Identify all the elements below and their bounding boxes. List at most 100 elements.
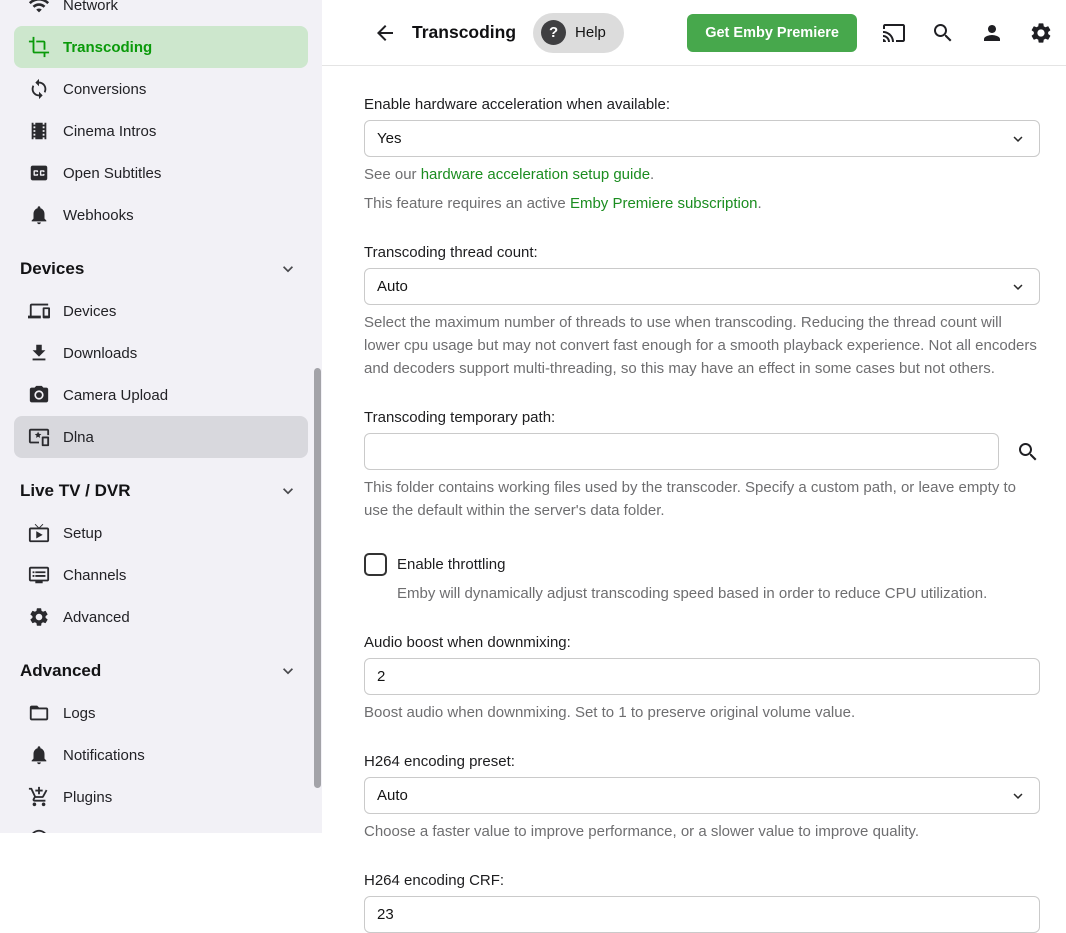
crop-icon bbox=[28, 36, 50, 58]
sidebar-item-label: Logs bbox=[63, 704, 96, 722]
sidebar-scrollbar[interactable] bbox=[314, 368, 321, 788]
sidebar-item-channels[interactable]: Channels bbox=[14, 554, 308, 596]
field-audio-boost: Audio boost when downmixing: Boost audio… bbox=[364, 634, 1040, 724]
help-button[interactable]: ? Help bbox=[533, 12, 624, 53]
film-icon bbox=[28, 120, 50, 142]
chevron-down-icon bbox=[1009, 278, 1027, 296]
hardware-acceleration-guide-link[interactable]: hardware acceleration setup guide bbox=[420, 166, 651, 183]
audio-boost-input[interactable] bbox=[364, 658, 1040, 695]
hardware-acceleration-label: Enable hardware acceleration when availa… bbox=[364, 96, 671, 113]
sidebar-item-camera-upload[interactable]: Camera Upload bbox=[14, 374, 308, 416]
sidebar-item-label: Plugins bbox=[63, 788, 113, 806]
bell-icon bbox=[28, 204, 50, 226]
sidebar-item-label: Cinema Intros bbox=[63, 122, 157, 140]
sidebar-item-logs[interactable]: Logs bbox=[14, 692, 308, 734]
channels-icon bbox=[28, 564, 50, 586]
sidebar-item-scheduled-tasks[interactable]: Scheduled Tasks bbox=[14, 818, 308, 833]
h264-preset-label: H264 encoding preset: bbox=[364, 753, 515, 770]
live-tv-icon bbox=[28, 522, 50, 544]
download-icon bbox=[28, 342, 50, 364]
devices-icon bbox=[28, 300, 50, 322]
main-content: Transcoding ? Help Get Emby Premiere bbox=[322, 0, 1066, 933]
sidebar-item-dlna[interactable]: Dlna bbox=[14, 416, 308, 458]
h264-preset-select[interactable]: Auto bbox=[364, 777, 1040, 814]
arrow-back-icon bbox=[373, 21, 397, 45]
sidebar-item-label: Advanced bbox=[63, 608, 130, 626]
sidebar-item-network[interactable]: Network bbox=[14, 0, 308, 26]
sidebar-item-livetv-advanced[interactable]: Advanced bbox=[14, 596, 308, 638]
thread-count-select[interactable]: Auto bbox=[364, 268, 1040, 305]
h264-crf-label: H264 encoding CRF: bbox=[364, 872, 505, 889]
h264-crf-input[interactable] bbox=[364, 896, 1040, 933]
wifi-icon bbox=[28, 0, 50, 16]
chevron-down-icon bbox=[278, 259, 298, 279]
sidebar-item-label: Conversions bbox=[63, 80, 147, 98]
field-hardware-acceleration: Enable hardware acceleration when availa… bbox=[364, 96, 1040, 215]
enable-throttling-help: Emby will dynamically adjust transcoding… bbox=[397, 585, 988, 602]
search-button[interactable] bbox=[931, 21, 955, 45]
temporary-path-input[interactable] bbox=[364, 433, 999, 470]
user-button[interactable] bbox=[980, 21, 1004, 45]
field-enable-throttling: Enable throttling Emby will dynamically … bbox=[364, 551, 1040, 605]
sidebar-item-label: Downloads bbox=[63, 344, 138, 362]
field-h264-preset: H264 encoding preset: Auto Choose a fast… bbox=[364, 753, 1040, 843]
enable-throttling-label: Enable throttling bbox=[397, 556, 506, 573]
emby-premiere-subscription-link[interactable]: Emby Premiere subscription bbox=[569, 195, 758, 212]
sidebar-item-label: Webhooks bbox=[63, 206, 134, 224]
sidebar-item-transcoding[interactable]: Transcoding bbox=[14, 26, 308, 68]
chevron-down-icon bbox=[278, 481, 298, 501]
sidebar-item-notifications[interactable]: Notifications bbox=[14, 734, 308, 776]
sidebar-item-label: Notifications bbox=[63, 746, 145, 764]
sidebar-item-devices[interactable]: Devices bbox=[14, 290, 308, 332]
cast-star-icon bbox=[28, 426, 50, 448]
hardware-acceleration-select[interactable]: Yes bbox=[364, 120, 1040, 157]
sidebar-section-advanced[interactable]: Advanced bbox=[0, 650, 322, 692]
sidebar-item-setup[interactable]: Setup bbox=[14, 512, 308, 554]
sidebar-section-devices[interactable]: Devices bbox=[0, 248, 322, 290]
closed-caption-icon bbox=[28, 162, 50, 184]
cast-button[interactable] bbox=[882, 21, 906, 45]
bell-icon bbox=[28, 744, 50, 766]
premiere-subscription-note: This feature requires an active Emby Pre… bbox=[364, 195, 762, 212]
cart-plus-icon bbox=[28, 786, 50, 808]
audio-boost-label: Audio boost when downmixing: bbox=[364, 634, 571, 651]
sidebar-section-live-tv-dvr[interactable]: Live TV / DVR bbox=[0, 470, 322, 512]
settings-button[interactable] bbox=[1029, 21, 1053, 45]
sidebar-item-downloads[interactable]: Downloads bbox=[14, 332, 308, 374]
gear-icon bbox=[1029, 21, 1053, 45]
sidebar: Network Transcoding Conversions Cinema I… bbox=[0, 0, 322, 833]
h264-preset-help: Choose a faster value to improve perform… bbox=[364, 823, 919, 840]
get-emby-premiere-button[interactable]: Get Emby Premiere bbox=[687, 13, 857, 52]
sidebar-item-conversions[interactable]: Conversions bbox=[14, 68, 308, 110]
enable-throttling-checkbox[interactable] bbox=[364, 553, 387, 576]
question-mark-icon: ? bbox=[541, 20, 567, 45]
cast-icon bbox=[882, 21, 906, 45]
sidebar-item-cinema-intros[interactable]: Cinema Intros bbox=[14, 110, 308, 152]
sidebar-item-label: Dlna bbox=[63, 428, 94, 446]
search-icon bbox=[931, 21, 955, 45]
search-icon bbox=[1016, 440, 1040, 464]
sidebar-item-open-subtitles[interactable]: Open Subtitles bbox=[14, 152, 308, 194]
browse-path-button[interactable] bbox=[1016, 440, 1040, 464]
sidebar-item-label: Channels bbox=[63, 566, 127, 584]
sidebar-item-plugins[interactable]: Plugins bbox=[14, 776, 308, 818]
sync-icon bbox=[28, 78, 50, 100]
field-h264-crf: H264 encoding CRF: bbox=[364, 872, 1040, 933]
hardware-acceleration-help: See our hardware acceleration setup guid… bbox=[364, 166, 655, 183]
sidebar-item-webhooks[interactable]: Webhooks bbox=[14, 194, 308, 236]
back-button[interactable] bbox=[373, 21, 397, 45]
chevron-down-icon bbox=[1009, 787, 1027, 805]
sidebar-item-label: Transcoding bbox=[63, 38, 153, 56]
transcoding-form: Enable hardware acceleration when availa… bbox=[322, 66, 1066, 933]
person-icon bbox=[980, 21, 1004, 45]
sidebar-item-label: Camera Upload bbox=[63, 386, 169, 404]
thread-count-help: Select the maximum number of threads to … bbox=[364, 314, 1037, 377]
thread-count-label: Transcoding thread count: bbox=[364, 244, 538, 261]
sidebar-item-label: Devices bbox=[63, 302, 117, 320]
sidebar-item-label: Open Subtitles bbox=[63, 164, 162, 182]
field-temporary-path: Transcoding temporary path: This folder … bbox=[364, 409, 1040, 522]
gear-icon bbox=[28, 606, 50, 628]
chevron-down-icon bbox=[1009, 130, 1027, 148]
temporary-path-label: Transcoding temporary path: bbox=[364, 409, 556, 426]
topbar: Transcoding ? Help Get Emby Premiere bbox=[322, 0, 1066, 66]
